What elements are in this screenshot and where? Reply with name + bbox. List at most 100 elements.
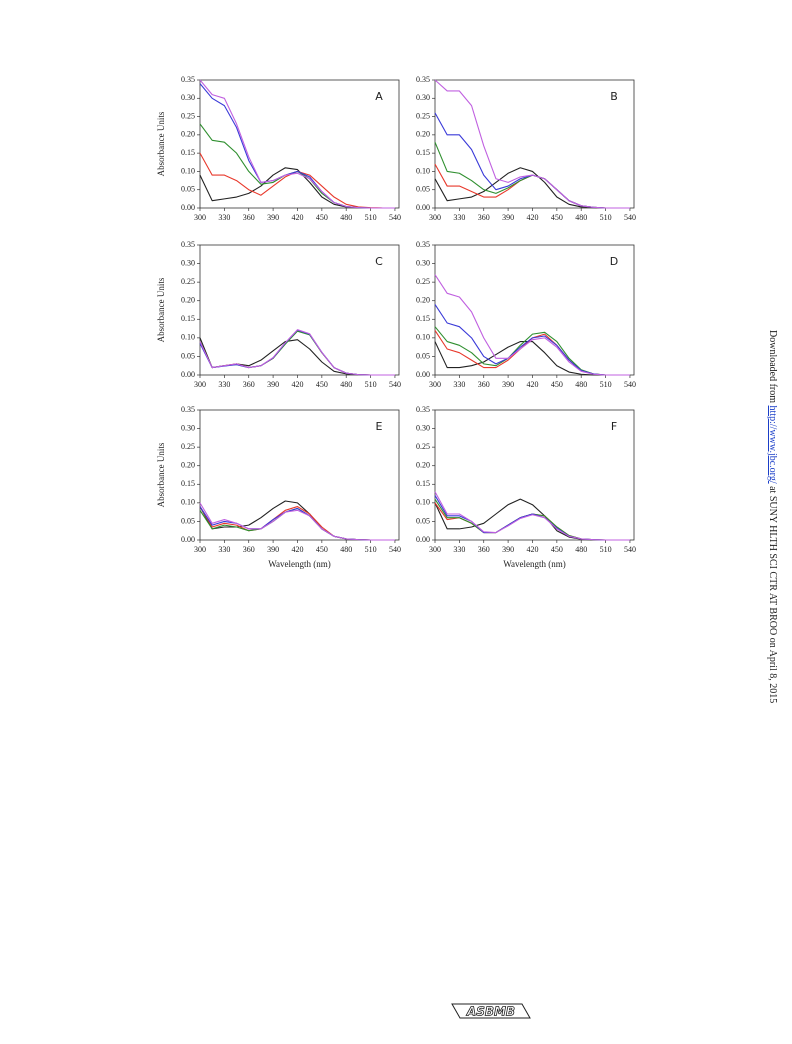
x-tick-label: 420 — [526, 545, 538, 554]
x-tick-label: 540 — [389, 545, 401, 554]
x-tick-label: 360 — [478, 545, 490, 554]
x-tick-label: 360 — [478, 380, 490, 389]
y-tick-label: 0.20 — [416, 461, 430, 470]
y-tick-label: 0.35 — [416, 75, 430, 84]
x-tick-label: 300 — [429, 545, 441, 554]
spectrum-line — [199, 329, 395, 376]
x-tick-label: 360 — [478, 213, 490, 222]
y-tick-label: 0.35 — [416, 240, 430, 249]
y-tick-label: 0.15 — [181, 479, 195, 488]
x-tick-label: 390 — [502, 545, 514, 554]
y-axis-label: Absorbance Units — [156, 442, 166, 507]
x-tick-label: 390 — [267, 213, 279, 222]
y-tick-label: 0.05 — [416, 351, 430, 360]
y-tick-label: 0.15 — [181, 148, 195, 157]
y-tick-label: 0.10 — [181, 333, 195, 342]
x-tick-label: 390 — [267, 545, 279, 554]
x-tick-label: 450 — [316, 545, 328, 554]
y-tick-label: 0.25 — [181, 442, 195, 451]
y-tick-label: 0.30 — [181, 93, 195, 102]
y-tick-label: 0.30 — [181, 258, 195, 267]
side-prefix: Downloaded from — [767, 330, 778, 406]
spectrum-line — [434, 112, 630, 209]
y-tick-label: 0.00 — [416, 535, 430, 544]
logo-shape — [451, 1003, 531, 1019]
y-tick-label: 0.05 — [416, 185, 430, 194]
plot-frame — [434, 409, 635, 541]
y-tick-label: 0.00 — [416, 370, 430, 379]
y-tick-label: 0.25 — [416, 277, 430, 286]
y-tick-label: 0.35 — [181, 405, 195, 414]
y-tick-label: 0.00 — [181, 203, 195, 212]
x-tick-label: 300 — [194, 545, 206, 554]
plot-frame — [199, 409, 400, 541]
x-tick-label: 300 — [429, 213, 441, 222]
spectrum-line — [434, 326, 630, 376]
y-axis-label: Absorbance Units — [156, 111, 166, 176]
spectrum-line — [434, 495, 630, 541]
spectrum-line — [434, 79, 630, 209]
spectrum-line — [434, 330, 630, 376]
panel-letter: B — [610, 90, 618, 103]
y-tick-label: 0.05 — [416, 516, 430, 525]
y-tick-label: 0.00 — [181, 370, 195, 379]
x-tick-label: 300 — [194, 213, 206, 222]
x-tick-label: 390 — [267, 380, 279, 389]
panel-letter: C — [375, 255, 383, 268]
x-tick-label: 540 — [624, 545, 636, 554]
x-tick-label: 480 — [340, 380, 352, 389]
y-tick-label: 0.20 — [181, 461, 195, 470]
plot-frame — [434, 244, 635, 376]
x-tick-label: 480 — [340, 545, 352, 554]
x-tick-label: 420 — [291, 380, 303, 389]
spectrum-line — [434, 163, 630, 209]
x-tick-label: 480 — [575, 213, 587, 222]
y-tick-label: 0.30 — [416, 258, 430, 267]
plot-frame — [434, 79, 635, 209]
spectrum-line — [199, 506, 395, 541]
spectrum-line — [434, 341, 630, 376]
x-tick-label: 510 — [365, 380, 377, 389]
y-tick-label: 0.30 — [416, 93, 430, 102]
spectrum-line — [434, 491, 630, 541]
y-tick-label: 0.00 — [416, 203, 430, 212]
x-tick-label: 390 — [502, 213, 514, 222]
plot-frame — [199, 79, 400, 209]
x-tick-label: 360 — [243, 213, 255, 222]
y-tick-label: 0.15 — [416, 479, 430, 488]
x-tick-label: 510 — [365, 545, 377, 554]
spectrum-line — [199, 79, 395, 209]
x-tick-label: 510 — [365, 213, 377, 222]
x-tick-label: 420 — [291, 213, 303, 222]
spectrum-line — [199, 330, 395, 376]
panel-letter: F — [611, 420, 617, 433]
spectrum-line — [199, 329, 395, 376]
y-tick-label: 0.10 — [416, 498, 430, 507]
side-note: Downloaded from http://www.jbc.org/ at S… — [767, 330, 778, 703]
x-tick-label: 390 — [502, 380, 514, 389]
y-tick-label: 0.10 — [416, 166, 430, 175]
y-tick-label: 0.25 — [181, 277, 195, 286]
x-tick-label: 540 — [624, 380, 636, 389]
spectrum-line — [199, 123, 395, 209]
y-tick-label: 0.20 — [416, 296, 430, 305]
x-tick-label: 330 — [453, 545, 465, 554]
spectrum-line — [199, 506, 395, 541]
panel-letter: E — [376, 420, 383, 433]
x-tick-label: 420 — [526, 380, 538, 389]
spectrum-line — [199, 337, 395, 376]
side-link[interactable]: http://www.jbc.org/ — [767, 406, 778, 484]
y-tick-label: 0.30 — [181, 423, 195, 432]
y-tick-label: 0.35 — [181, 240, 195, 249]
x-axis-label: Wavelength (nm) — [268, 559, 331, 569]
y-tick-label: 0.25 — [416, 111, 430, 120]
spectrum-line — [199, 502, 395, 541]
spectrum-line — [434, 502, 630, 541]
y-tick-label: 0.10 — [181, 166, 195, 175]
x-tick-label: 450 — [551, 213, 563, 222]
y-tick-label: 0.20 — [416, 130, 430, 139]
y-tick-label: 0.15 — [416, 314, 430, 323]
x-tick-label: 540 — [389, 213, 401, 222]
x-tick-label: 330 — [218, 380, 230, 389]
